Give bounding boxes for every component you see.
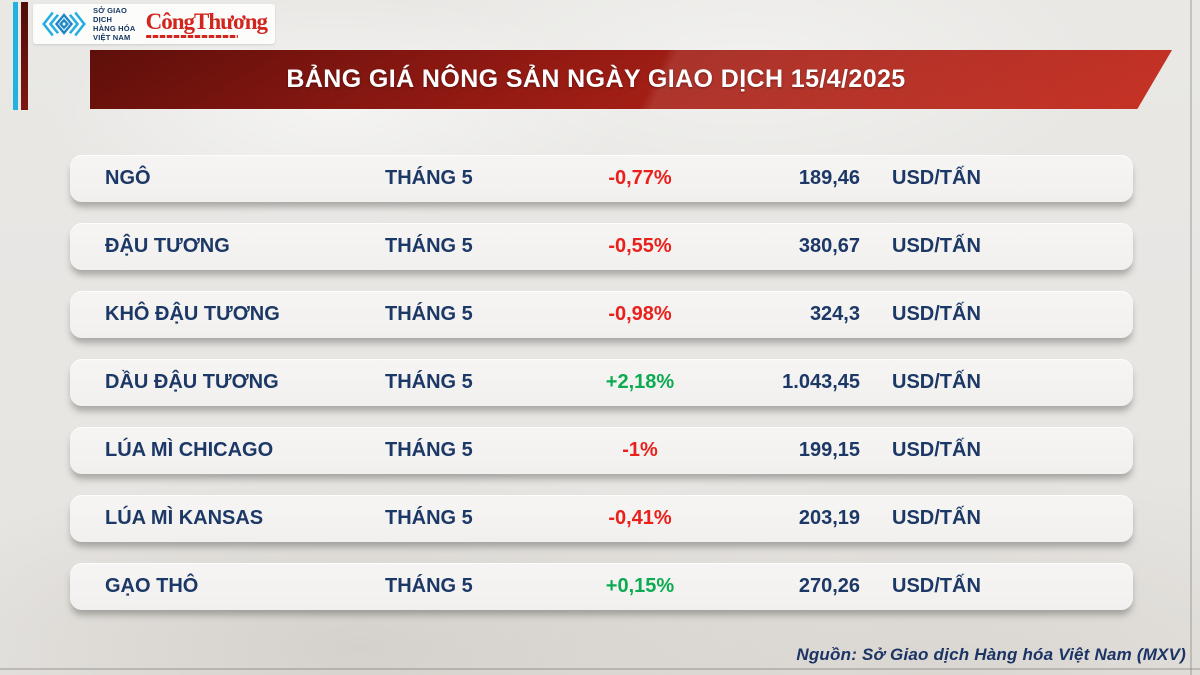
commodity-name: LÚA MÌ CHICAGO [105, 439, 274, 461]
change-percent: -0,55% [608, 235, 672, 257]
change-percent: +2,18% [605, 371, 675, 393]
price-value: 189,46 [798, 167, 860, 189]
commodity-name: ĐẬU TƯƠNG [105, 235, 230, 257]
price-value: 1.043,45 [782, 371, 860, 393]
price-unit: USD/TẤN [892, 303, 981, 325]
source-credit: Nguồn: Sở Giao dịch Hàng hóa Việt Nam (M… [796, 645, 1186, 664]
table-row: GẠO THÔ THÁNG 5 +0,15% 270,26 USD/TẤN [70, 563, 1133, 610]
price-unit: USD/TẤN [892, 235, 981, 257]
contract-month: THÁNG 5 [385, 303, 473, 325]
commodity-name: LÚA MÌ KANSAS [105, 507, 264, 529]
price-value: 380,67 [798, 235, 860, 257]
commodity-name: GẠO THÔ [105, 575, 199, 597]
change-percent: -0,41% [608, 507, 672, 529]
price-value: 270,26 [798, 575, 860, 597]
change-percent: -0,98% [608, 303, 672, 325]
contract-month: THÁNG 5 [385, 167, 473, 189]
title-banner: BẢNG GIÁ NÔNG SẢN NGÀY GIAO DỊCH 15/4/20… [90, 50, 1172, 109]
price-unit: USD/TẤN [892, 507, 981, 529]
price-value: 199,15 [798, 439, 860, 461]
contract-month: THÁNG 5 [385, 371, 473, 393]
commodity-name: DẦU ĐẬU TƯƠNG [105, 371, 279, 393]
price-table: NGÔ THÁNG 5 -0,77% 189,46 USD/TẤN ĐẬU TƯ… [70, 155, 1133, 631]
table-row: KHÔ ĐẬU TƯƠNG THÁNG 5 -0,98% 324,3 USD/T… [70, 291, 1133, 338]
price-value: 324,3 [809, 303, 860, 325]
price-unit: USD/TẤN [892, 439, 981, 461]
congthuong-logo-text: CôngThương [145, 9, 268, 34]
contract-month: THÁNG 5 [385, 439, 473, 461]
commodity-name: NGÔ [105, 167, 151, 189]
table-row: NGÔ THÁNG 5 -0,77% 189,46 USD/TẤN [70, 155, 1133, 202]
frame-edge-right [1190, 0, 1192, 675]
mxv-logo-icon [41, 9, 87, 39]
price-unit: USD/TẤN [892, 167, 981, 189]
table-row: DẦU ĐẬU TƯƠNG THÁNG 5 +2,18% 1.043,45 US… [70, 359, 1133, 406]
change-percent: -0,77% [608, 167, 672, 189]
contract-month: THÁNG 5 [385, 575, 473, 597]
left-accent-stripe-maroon [21, 2, 28, 110]
contract-month: THÁNG 5 [385, 235, 473, 257]
frame-edge-bottom [0, 668, 1200, 670]
change-percent: +0,15% [605, 575, 675, 597]
commodity-name: KHÔ ĐẬU TƯƠNG [105, 303, 280, 325]
congthuong-tagline-rule [145, 35, 238, 38]
congthuong-logo: CôngThương [145, 9, 268, 38]
page-title: BẢNG GIÁ NÔNG SẢN NGÀY GIAO DỊCH 15/4/20… [286, 65, 906, 93]
price-unit: USD/TẤN [892, 371, 981, 393]
table-row: ĐẬU TƯƠNG THÁNG 5 -0,55% 380,67 USD/TẤN [70, 223, 1133, 270]
change-percent: -1% [622, 439, 658, 461]
table-row: LÚA MÌ CHICAGO THÁNG 5 -1% 199,15 USD/TẤ… [70, 427, 1133, 474]
price-unit: USD/TẤN [892, 575, 981, 597]
logo-plate: SỞ GIAO DỊCH HÀNG HÓA VIỆT NAM CôngThươn… [33, 4, 275, 44]
left-accent-stripe-cyan [13, 2, 18, 110]
mxv-logo-text: SỞ GIAO DỊCH HÀNG HÓA VIỆT NAM [93, 6, 136, 42]
price-value: 203,19 [798, 507, 860, 529]
table-row: LÚA MÌ KANSAS THÁNG 5 -0,41% 203,19 USD/… [70, 495, 1133, 542]
contract-month: THÁNG 5 [385, 507, 473, 529]
